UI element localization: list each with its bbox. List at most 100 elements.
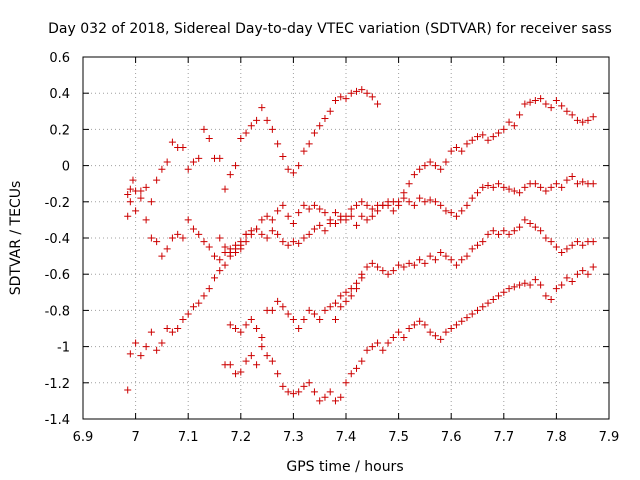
- data-point: [363, 201, 371, 209]
- data-point: [526, 220, 534, 228]
- data-point: [374, 263, 382, 271]
- data-point: [124, 386, 132, 394]
- data-point: [421, 259, 429, 267]
- data-point: [163, 245, 171, 253]
- data-point: [263, 352, 271, 360]
- data-point: [342, 95, 350, 103]
- data-point: [579, 241, 587, 249]
- data-point: [458, 147, 466, 155]
- data-point: [526, 98, 534, 106]
- data-point: [495, 129, 503, 137]
- y-tick-label: 0: [62, 160, 70, 175]
- data-point: [489, 227, 497, 235]
- data-point: [510, 227, 518, 235]
- data-point: [221, 185, 229, 193]
- data-point: [258, 104, 266, 112]
- data-point: [310, 201, 318, 209]
- data-point: [353, 364, 361, 372]
- data-point: [516, 281, 524, 289]
- data-point: [142, 183, 150, 191]
- data-point: [316, 315, 324, 323]
- data-point: [321, 393, 329, 401]
- x-tick-label: 7.1: [178, 430, 199, 445]
- data-point: [263, 116, 271, 124]
- y-tick-label: -0.2: [45, 196, 70, 211]
- data-point: [521, 279, 529, 287]
- data-point: [479, 238, 487, 246]
- data-point: [337, 212, 345, 220]
- data-point: [189, 225, 197, 233]
- data-point: [305, 205, 313, 213]
- data-point: [521, 216, 529, 224]
- data-point: [174, 325, 182, 332]
- data-point: [437, 201, 445, 209]
- data-point: [289, 315, 297, 323]
- data-point: [474, 133, 481, 141]
- data-point: [242, 129, 250, 137]
- data-point: [153, 238, 161, 246]
- data-point: [447, 325, 455, 332]
- data-point: [289, 169, 297, 177]
- axis-ticks: 6.9 7 7.1 7.2 7.3 7.4 7.5 7.6 7.7 7.8 7.9 -1.4 -1.2 -…: [45, 51, 620, 445]
- data-point: [558, 248, 566, 256]
- data-point: [410, 201, 418, 209]
- data-point: [368, 93, 376, 101]
- data-point: [531, 276, 539, 284]
- series-track-1: [124, 86, 382, 206]
- data-point: [579, 267, 587, 275]
- data-point: [347, 285, 355, 293]
- data-point: [310, 388, 318, 396]
- data-point: [316, 221, 324, 229]
- y-tick-label: 0.2: [49, 123, 70, 138]
- data-point: [295, 388, 303, 396]
- x-tick-label: 7.4: [336, 430, 357, 445]
- data-point: [368, 343, 376, 351]
- data-point: [426, 252, 434, 260]
- data-point: [484, 230, 492, 238]
- data-point: [374, 100, 382, 108]
- data-point: [358, 270, 366, 278]
- data-point: [289, 220, 297, 228]
- data-point: [447, 147, 455, 155]
- data-point: [184, 216, 192, 224]
- data-point: [363, 263, 371, 271]
- data-point: [132, 207, 140, 215]
- data-point: [516, 223, 524, 231]
- data-point: [342, 288, 350, 296]
- x-tick-label: 7.5: [388, 430, 409, 445]
- data-point: [305, 230, 313, 238]
- data-point: [305, 306, 313, 314]
- data-point: [279, 201, 287, 209]
- data-point: [363, 216, 371, 224]
- data-point: [468, 194, 476, 202]
- data-point: [552, 96, 560, 104]
- data-point: [200, 125, 208, 133]
- data-point: [363, 346, 371, 354]
- data-point: [242, 357, 250, 365]
- data-point: [137, 352, 145, 360]
- data-point: [421, 198, 429, 206]
- data-point: [310, 225, 318, 233]
- data-point: [579, 178, 587, 186]
- data-point: [421, 162, 429, 170]
- y-tick-label: -0.6: [45, 268, 70, 283]
- data-point: [347, 212, 355, 220]
- data-point: [331, 397, 339, 405]
- data-point: [579, 118, 587, 126]
- data-point: [226, 252, 234, 260]
- data-point: [300, 382, 308, 390]
- data-point: [384, 270, 392, 278]
- data-point: [337, 303, 345, 311]
- data-point: [431, 332, 439, 340]
- data-point: [510, 283, 518, 291]
- data-point: [431, 162, 439, 170]
- data-point: [489, 133, 497, 141]
- data-point: [500, 125, 508, 133]
- data-point: [568, 111, 576, 119]
- data-point: [510, 187, 518, 195]
- data-point: [124, 191, 132, 199]
- chart-title: Day 032 of 2018, Sidereal Day-to-day VTE…: [48, 21, 612, 37]
- data-point: [358, 357, 366, 365]
- series-track-7: [221, 263, 597, 405]
